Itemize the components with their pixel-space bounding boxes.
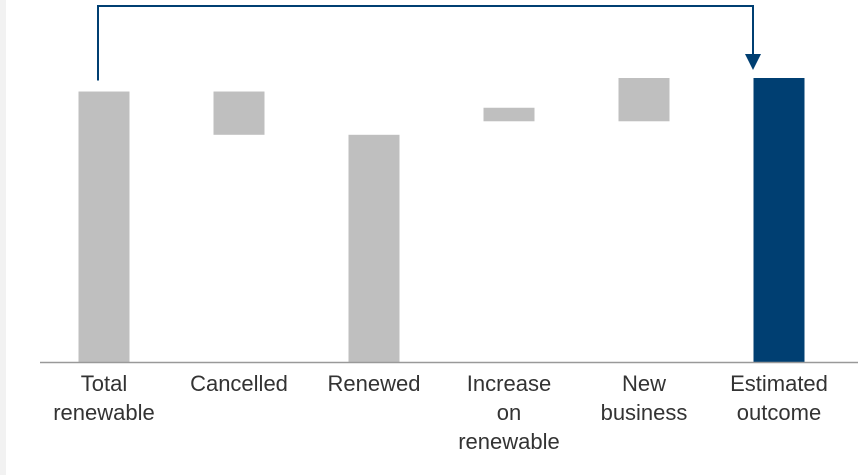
connector-line	[97, 5, 754, 81]
category-label-line: New	[622, 371, 666, 396]
category-label-line: Total	[81, 371, 127, 396]
bar-3	[483, 107, 535, 122]
category-label-5: Estimated outcome	[730, 371, 828, 425]
chart-svg: Total renewable Cancelled Renewed Increase on…	[40, 5, 858, 454]
bar-0	[78, 91, 130, 363]
category-label-3: Increase on renewable	[458, 371, 560, 454]
category-label-line: renewable	[53, 400, 155, 425]
category-label-line: on	[497, 400, 521, 425]
bar-4	[618, 78, 670, 122]
bar-5	[753, 78, 805, 362]
category-label-4: New business	[601, 371, 688, 425]
bar-1	[213, 91, 265, 135]
category-label-line: outcome	[737, 400, 821, 425]
category-label-1: Cancelled	[190, 371, 288, 396]
category-label-line: renewable	[458, 429, 560, 454]
category-label-line: business	[601, 400, 688, 425]
category-label-line: Renewed	[328, 371, 421, 396]
category-label-line: Increase	[467, 371, 551, 396]
category-label-2: Renewed	[328, 371, 421, 396]
category-label-line: Cancelled	[190, 371, 288, 396]
connector-arrowhead	[745, 54, 761, 70]
category-label-line: Estimated	[730, 371, 828, 396]
category-label-0: Total renewable	[53, 371, 155, 425]
bar-2	[348, 134, 400, 362]
